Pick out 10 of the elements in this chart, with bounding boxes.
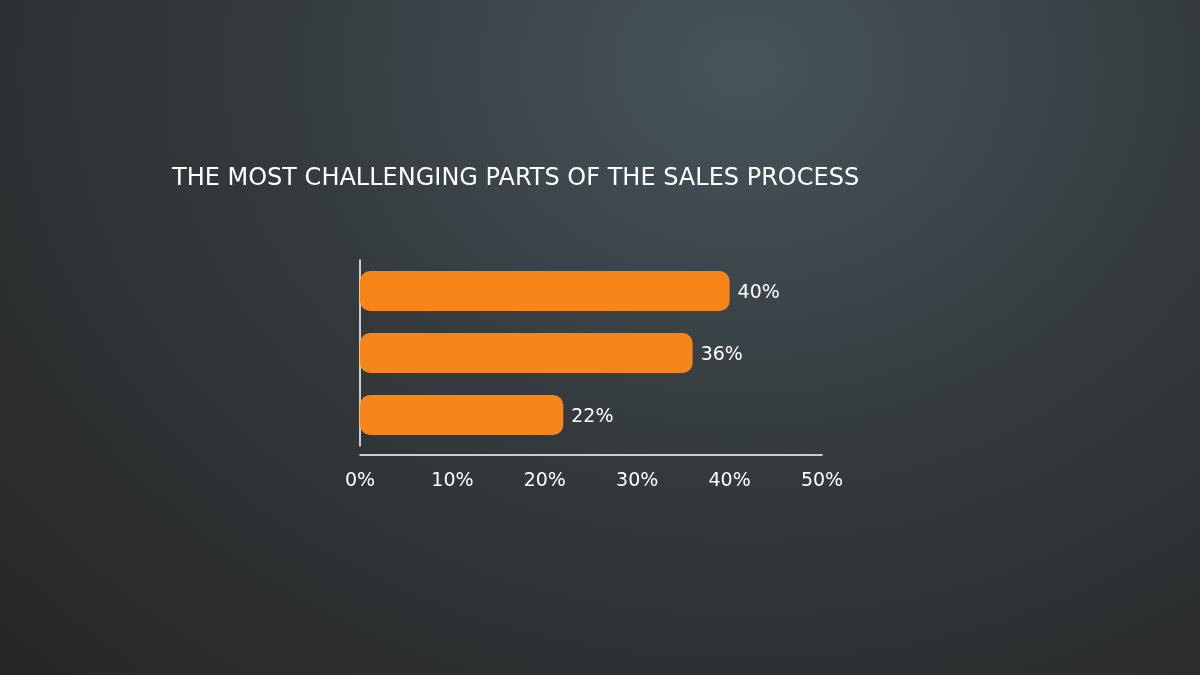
- x-tick-label: 10%: [431, 467, 474, 490]
- x-tick-label: 40%: [708, 467, 751, 490]
- x-tick-label: 0%: [344, 467, 376, 490]
- data-label: 40%: [737, 280, 780, 302]
- data-label: 22%: [571, 404, 614, 426]
- x-tick-label: 20%: [523, 467, 566, 490]
- x-tick-label: 30%: [616, 467, 659, 490]
- chart-title: THE MOST CHALLENGING PARTS OF THE SALES PROCESS: [171, 163, 860, 191]
- x-tick-label: 50%: [800, 467, 844, 490]
- data-label: 36%: [700, 342, 743, 364]
